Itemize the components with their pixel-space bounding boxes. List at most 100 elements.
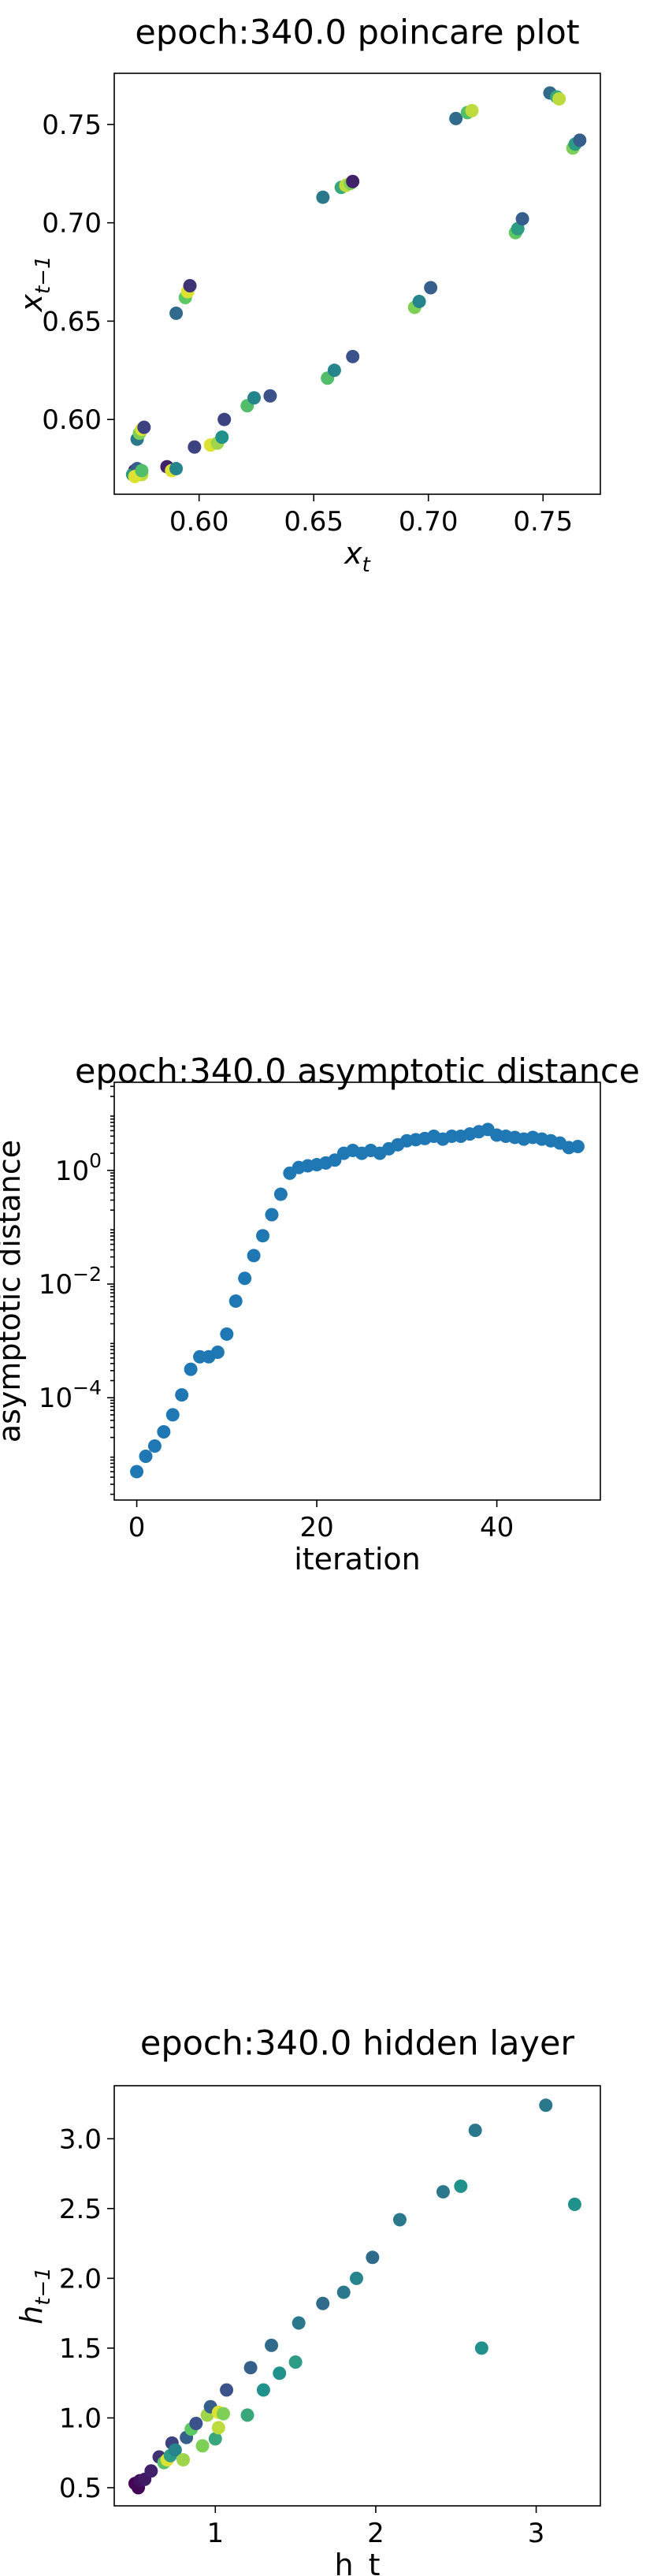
data-point xyxy=(515,212,529,226)
x-tick-label: 0.70 xyxy=(399,506,459,538)
data-point xyxy=(165,1408,180,1422)
data-point xyxy=(465,103,479,117)
data-point xyxy=(273,1187,288,1201)
data-point xyxy=(240,2408,254,2422)
y-axis-label: ht−1 xyxy=(14,2267,55,2325)
chart-title: epoch:340.0 hidden layer xyxy=(140,2024,575,2064)
x-tick-label: 0 xyxy=(128,1512,146,1543)
data-point xyxy=(474,2341,488,2355)
data-point xyxy=(265,2338,279,2352)
x-axis-label: xt xyxy=(344,536,371,577)
y-tick-label: 1.5 xyxy=(59,2333,102,2365)
data-point xyxy=(144,2464,158,2478)
data-point xyxy=(208,2432,222,2446)
data-series xyxy=(130,1122,585,1479)
x-tick-label: 0.75 xyxy=(513,506,573,538)
data-point xyxy=(392,2213,407,2227)
data-point xyxy=(468,2124,482,2138)
data-point xyxy=(238,1271,252,1286)
y-tick-label: 0.5 xyxy=(59,2473,102,2504)
data-point xyxy=(137,420,151,434)
x-tick-label: 0.60 xyxy=(169,506,229,538)
y-tick-label: 0.70 xyxy=(42,208,102,240)
x-axis-label: iteration xyxy=(294,1542,421,1576)
data-point xyxy=(349,2271,363,2285)
data-point xyxy=(220,2383,234,2397)
x-tick-label: 20 xyxy=(299,1512,333,1543)
data-point xyxy=(327,363,341,378)
y-tick-label: 10−4 xyxy=(39,1376,102,1414)
data-point xyxy=(211,2421,225,2435)
data-point xyxy=(336,2285,351,2299)
data-point xyxy=(273,2366,287,2381)
y-axis-label: asymptotic distance xyxy=(0,1140,27,1442)
data-point xyxy=(168,2443,182,2457)
data-point xyxy=(135,463,149,478)
data-point xyxy=(184,1362,198,1376)
data-point xyxy=(157,1424,171,1439)
data-point xyxy=(573,133,587,147)
data-point xyxy=(316,2296,330,2310)
x-tick-label: 3 xyxy=(528,2518,545,2549)
y-axis-label: xt−1 xyxy=(14,255,55,312)
y-tick-label: 3.0 xyxy=(59,2124,102,2155)
y-tick-label: 2.0 xyxy=(59,2263,102,2295)
x-tick-label: 1 xyxy=(206,2518,224,2549)
data-point xyxy=(436,2185,450,2199)
x-axis-label: h_t xyxy=(335,2548,381,2576)
data-point xyxy=(412,294,426,308)
data-point xyxy=(424,281,438,295)
chart-panel-3: epoch:340.0 hidden layer 1 2 3 0.5 1.0 1.5 2.0 2… xyxy=(14,2024,601,2576)
data-series xyxy=(128,2098,581,2495)
data-point xyxy=(188,440,202,454)
data-point xyxy=(256,1229,270,1243)
data-point xyxy=(567,2198,581,2212)
data-point xyxy=(552,91,566,106)
plot-frame xyxy=(113,73,601,495)
chart-title: epoch:340.0 poincare plot xyxy=(135,13,579,53)
data-point xyxy=(449,111,463,125)
data-point xyxy=(292,2316,306,2330)
data-point xyxy=(366,2250,380,2265)
data-point xyxy=(263,389,277,403)
data-point xyxy=(189,2417,203,2431)
data-point xyxy=(228,1294,243,1308)
data-point xyxy=(216,2407,230,2421)
chart-panel-1: epoch:340.0 poincare plot 0.60 0.65 0.70 0.7… xyxy=(14,13,601,577)
data-point xyxy=(539,2098,553,2113)
data-point xyxy=(183,278,197,292)
data-point xyxy=(175,1388,189,1402)
data-point xyxy=(147,1439,162,1453)
plot-frame xyxy=(113,1081,601,1501)
data-point xyxy=(256,2383,270,2397)
data-point xyxy=(247,391,262,405)
data-point xyxy=(454,2179,468,2193)
data-point xyxy=(243,2361,258,2375)
data-point xyxy=(217,412,232,426)
y-tick-label: 10−2 xyxy=(39,1263,102,1301)
chart-title: epoch:340.0 asymptotic distance xyxy=(75,1052,640,1092)
y-tick-label: 100 xyxy=(55,1149,102,1187)
data-point xyxy=(130,1465,144,1479)
y-tick-label: 0.75 xyxy=(42,110,102,141)
x-tick-label: 2 xyxy=(367,2518,384,2549)
data-point xyxy=(169,306,184,320)
data-point xyxy=(346,174,360,188)
data-point xyxy=(247,1249,261,1263)
data-point xyxy=(139,1449,153,1463)
data-point xyxy=(176,2453,191,2467)
data-point xyxy=(215,430,229,445)
data-point xyxy=(210,1346,225,1360)
data-point xyxy=(169,462,184,476)
y-tick-label: 1.0 xyxy=(59,2403,102,2434)
x-tick-label: 0.65 xyxy=(284,506,344,538)
y-tick-label: 2.5 xyxy=(59,2194,102,2225)
data-point xyxy=(316,190,330,204)
y-tick-label: 0.60 xyxy=(42,404,102,436)
data-point xyxy=(288,2355,303,2369)
plot-frame xyxy=(113,2085,601,2507)
data-point xyxy=(195,2439,210,2453)
x-tick-label: 40 xyxy=(480,1512,514,1543)
y-tick-label: 0.65 xyxy=(42,306,102,337)
